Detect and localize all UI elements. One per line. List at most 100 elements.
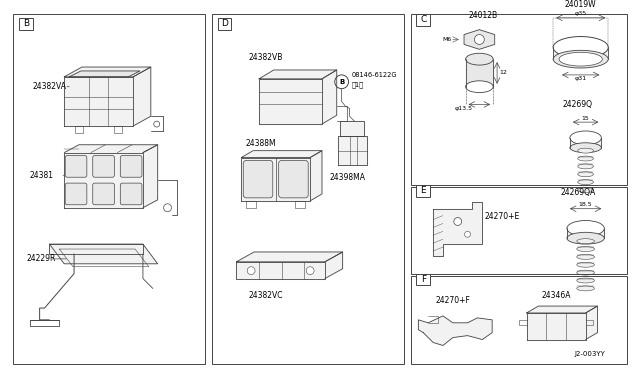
Text: 24269QA: 24269QA	[560, 189, 595, 198]
Polygon shape	[133, 67, 151, 126]
Circle shape	[306, 267, 314, 275]
FancyBboxPatch shape	[243, 160, 273, 198]
Polygon shape	[64, 153, 143, 208]
Text: F: F	[420, 275, 426, 284]
Ellipse shape	[578, 187, 593, 192]
Polygon shape	[236, 252, 342, 262]
Ellipse shape	[578, 156, 593, 161]
FancyBboxPatch shape	[278, 160, 308, 198]
Circle shape	[164, 204, 172, 212]
Text: 24269Q: 24269Q	[563, 100, 593, 109]
Ellipse shape	[567, 232, 604, 244]
Polygon shape	[64, 145, 157, 153]
Bar	[410, 187, 627, 274]
Ellipse shape	[577, 262, 595, 267]
FancyBboxPatch shape	[93, 155, 115, 177]
Polygon shape	[567, 228, 604, 238]
FancyBboxPatch shape	[65, 155, 87, 177]
Ellipse shape	[570, 143, 602, 153]
Text: D: D	[221, 19, 228, 28]
Polygon shape	[433, 202, 483, 256]
Polygon shape	[338, 136, 367, 166]
Ellipse shape	[577, 278, 595, 283]
Bar	[218, 18, 232, 30]
Text: 24270+E: 24270+E	[484, 212, 520, 221]
Circle shape	[154, 121, 159, 127]
Polygon shape	[465, 59, 493, 87]
Bar	[212, 14, 404, 364]
Bar	[417, 14, 430, 26]
Text: B: B	[339, 79, 344, 85]
Ellipse shape	[578, 172, 593, 177]
Polygon shape	[322, 70, 337, 124]
Text: 15: 15	[582, 116, 589, 121]
Text: φ13.5: φ13.5	[454, 106, 472, 111]
Bar	[417, 274, 430, 285]
Ellipse shape	[559, 52, 602, 66]
Text: 〈1〉: 〈1〉	[351, 81, 364, 88]
Ellipse shape	[553, 50, 608, 68]
Polygon shape	[64, 77, 133, 126]
Text: 24346A: 24346A	[541, 291, 571, 300]
Polygon shape	[236, 262, 325, 279]
Bar	[410, 14, 627, 185]
FancyBboxPatch shape	[65, 183, 87, 205]
Bar	[13, 14, 205, 364]
Polygon shape	[49, 244, 157, 264]
Polygon shape	[259, 79, 322, 124]
Bar	[410, 276, 627, 364]
Text: φ31: φ31	[575, 76, 587, 81]
Text: 08146-6122G: 08146-6122G	[351, 72, 397, 78]
Circle shape	[474, 35, 484, 44]
Text: 24382VB: 24382VB	[249, 53, 283, 62]
Ellipse shape	[577, 239, 595, 244]
Text: 24012B: 24012B	[468, 12, 498, 20]
Ellipse shape	[577, 270, 595, 275]
Polygon shape	[143, 145, 157, 208]
Text: 24382VC: 24382VC	[249, 291, 283, 300]
Ellipse shape	[578, 164, 593, 169]
Bar	[417, 185, 430, 197]
Text: 24270+F: 24270+F	[435, 296, 470, 305]
Ellipse shape	[567, 221, 604, 236]
Ellipse shape	[578, 148, 593, 153]
Text: 24019W: 24019W	[565, 0, 596, 9]
Text: E: E	[420, 186, 426, 196]
Polygon shape	[340, 121, 364, 136]
Ellipse shape	[465, 53, 493, 65]
Polygon shape	[419, 316, 492, 346]
Ellipse shape	[570, 131, 602, 145]
Text: 24398MA: 24398MA	[330, 173, 365, 182]
Text: 24381: 24381	[30, 171, 54, 180]
Polygon shape	[259, 70, 337, 79]
Text: 24229R: 24229R	[27, 254, 56, 263]
Text: φ35: φ35	[575, 12, 587, 16]
Ellipse shape	[577, 254, 595, 259]
Polygon shape	[69, 71, 140, 77]
Ellipse shape	[577, 286, 595, 291]
Text: 18.5: 18.5	[579, 202, 593, 207]
Bar	[19, 18, 33, 30]
Ellipse shape	[553, 36, 608, 58]
Circle shape	[454, 218, 461, 225]
Text: C: C	[420, 15, 426, 24]
Text: B: B	[23, 19, 29, 28]
Ellipse shape	[578, 180, 593, 185]
Text: 12: 12	[499, 70, 507, 76]
Polygon shape	[527, 313, 586, 340]
Polygon shape	[310, 151, 322, 201]
Polygon shape	[553, 47, 608, 59]
Circle shape	[465, 231, 470, 237]
Circle shape	[335, 75, 349, 89]
Circle shape	[247, 267, 255, 275]
Text: J2-003YY: J2-003YY	[575, 351, 605, 357]
Polygon shape	[570, 138, 602, 148]
Ellipse shape	[465, 81, 493, 93]
Polygon shape	[241, 157, 310, 201]
Polygon shape	[64, 67, 151, 77]
Polygon shape	[241, 151, 322, 157]
Text: M6: M6	[442, 37, 451, 42]
Polygon shape	[586, 306, 597, 340]
Polygon shape	[464, 30, 495, 49]
Text: 24382VA: 24382VA	[33, 82, 67, 91]
